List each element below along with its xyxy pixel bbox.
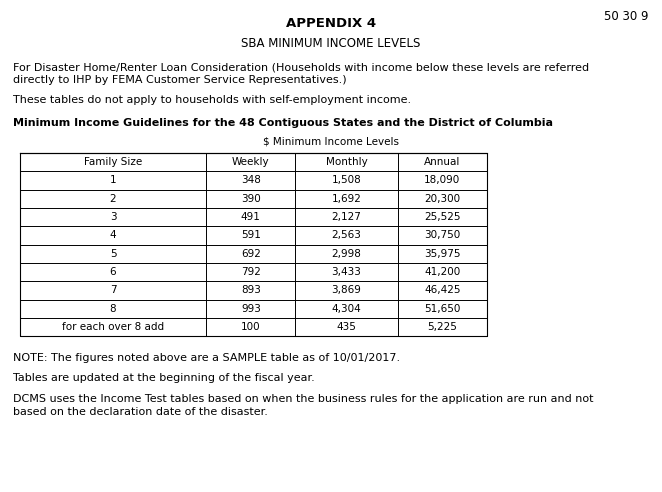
Text: 3,433: 3,433: [332, 267, 361, 277]
Text: 1,508: 1,508: [332, 176, 361, 185]
Text: 25,525: 25,525: [424, 212, 461, 222]
Text: 435: 435: [337, 322, 357, 332]
Text: 591: 591: [241, 230, 261, 241]
Text: 2,563: 2,563: [332, 230, 361, 241]
Text: 51,650: 51,650: [424, 304, 461, 314]
Text: 8: 8: [110, 304, 117, 314]
Text: 3,869: 3,869: [332, 285, 361, 295]
Text: Annual: Annual: [424, 157, 461, 167]
Text: 4: 4: [110, 230, 117, 241]
Text: 7: 7: [110, 285, 117, 295]
Text: $ Minimum Income Levels: $ Minimum Income Levels: [263, 137, 399, 147]
Text: 348: 348: [241, 176, 261, 185]
Text: 3: 3: [110, 212, 117, 222]
Text: 5: 5: [110, 249, 117, 259]
Text: APPENDIX 4: APPENDIX 4: [286, 17, 376, 30]
Text: 6: 6: [110, 267, 117, 277]
Text: 993: 993: [241, 304, 261, 314]
Text: 491: 491: [241, 212, 261, 222]
Text: for each over 8 add: for each over 8 add: [62, 322, 164, 332]
Text: 2,998: 2,998: [332, 249, 361, 259]
Text: 20,300: 20,300: [424, 194, 460, 204]
Text: 46,425: 46,425: [424, 285, 461, 295]
Text: 5,225: 5,225: [428, 322, 457, 332]
Text: 18,090: 18,090: [424, 176, 461, 185]
Text: 692: 692: [241, 249, 261, 259]
Text: 1: 1: [110, 176, 117, 185]
Text: SBA MINIMUM INCOME LEVELS: SBA MINIMUM INCOME LEVELS: [242, 37, 420, 50]
Text: Monthly: Monthly: [326, 157, 367, 167]
Text: Minimum Income Guidelines for the 48 Contiguous States and the District of Colum: Minimum Income Guidelines for the 48 Con…: [13, 118, 553, 128]
Text: 1,692: 1,692: [332, 194, 361, 204]
Text: NOTE: The figures noted above are a SAMPLE table as of 10/01/2017.: NOTE: The figures noted above are a SAMP…: [13, 353, 401, 363]
Text: 792: 792: [241, 267, 261, 277]
Text: Family Size: Family Size: [84, 157, 142, 167]
Text: For Disaster Home/Renter Loan Consideration (Households with income below these : For Disaster Home/Renter Loan Considerat…: [13, 62, 589, 86]
Text: 30,750: 30,750: [424, 230, 461, 241]
Text: 2,127: 2,127: [332, 212, 361, 222]
Text: 4,304: 4,304: [332, 304, 361, 314]
Text: 35,975: 35,975: [424, 249, 461, 259]
Text: 390: 390: [241, 194, 261, 204]
Text: DCMS uses the Income Test tables based on when the business rules for the applic: DCMS uses the Income Test tables based o…: [13, 394, 594, 417]
Text: 41,200: 41,200: [424, 267, 461, 277]
Text: 2: 2: [110, 194, 117, 204]
Text: 50 30 9: 50 30 9: [604, 10, 649, 23]
Text: 893: 893: [241, 285, 261, 295]
Text: Weekly: Weekly: [232, 157, 269, 167]
Text: Tables are updated at the beginning of the fiscal year.: Tables are updated at the beginning of t…: [13, 373, 315, 383]
Text: These tables do not apply to households with self-employment income.: These tables do not apply to households …: [13, 95, 411, 105]
Text: 100: 100: [241, 322, 261, 332]
